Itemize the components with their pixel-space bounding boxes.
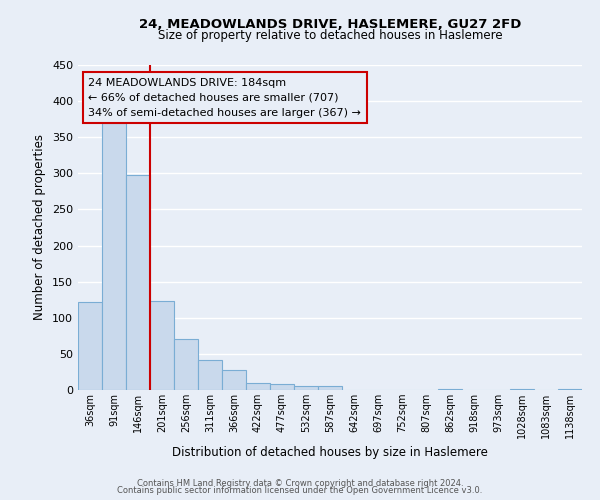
Text: Contains HM Land Registry data © Crown copyright and database right 2024.: Contains HM Land Registry data © Crown c… (137, 478, 463, 488)
Text: Contains public sector information licensed under the Open Government Licence v3: Contains public sector information licen… (118, 486, 482, 495)
Bar (222, 370, 246, 390)
Bar (270, 384, 294, 390)
Bar (174, 338, 198, 390)
Bar (102, 123, 126, 390)
Bar (198, 360, 222, 390)
X-axis label: Distribution of detached houses by size in Haslemere: Distribution of detached houses by size … (172, 446, 488, 460)
Text: Size of property relative to detached houses in Haslemere: Size of property relative to detached ho… (158, 29, 502, 42)
Text: 24, MEADOWLANDS DRIVE, HASLEMERE, GU27 2FD: 24, MEADOWLANDS DRIVE, HASLEMERE, GU27 2… (139, 18, 521, 30)
Bar (246, 383, 270, 390)
Text: 24 MEADOWLANDS DRIVE: 184sqm
← 66% of detached houses are smaller (707)
34% of s: 24 MEADOWLANDS DRIVE: 184sqm ← 66% of de… (88, 78, 361, 118)
Y-axis label: Number of detached properties: Number of detached properties (34, 134, 46, 320)
Bar (294, 386, 318, 390)
Bar (150, 301, 174, 390)
Bar (126, 175, 150, 390)
Bar (318, 386, 342, 390)
Bar (78, 302, 102, 390)
